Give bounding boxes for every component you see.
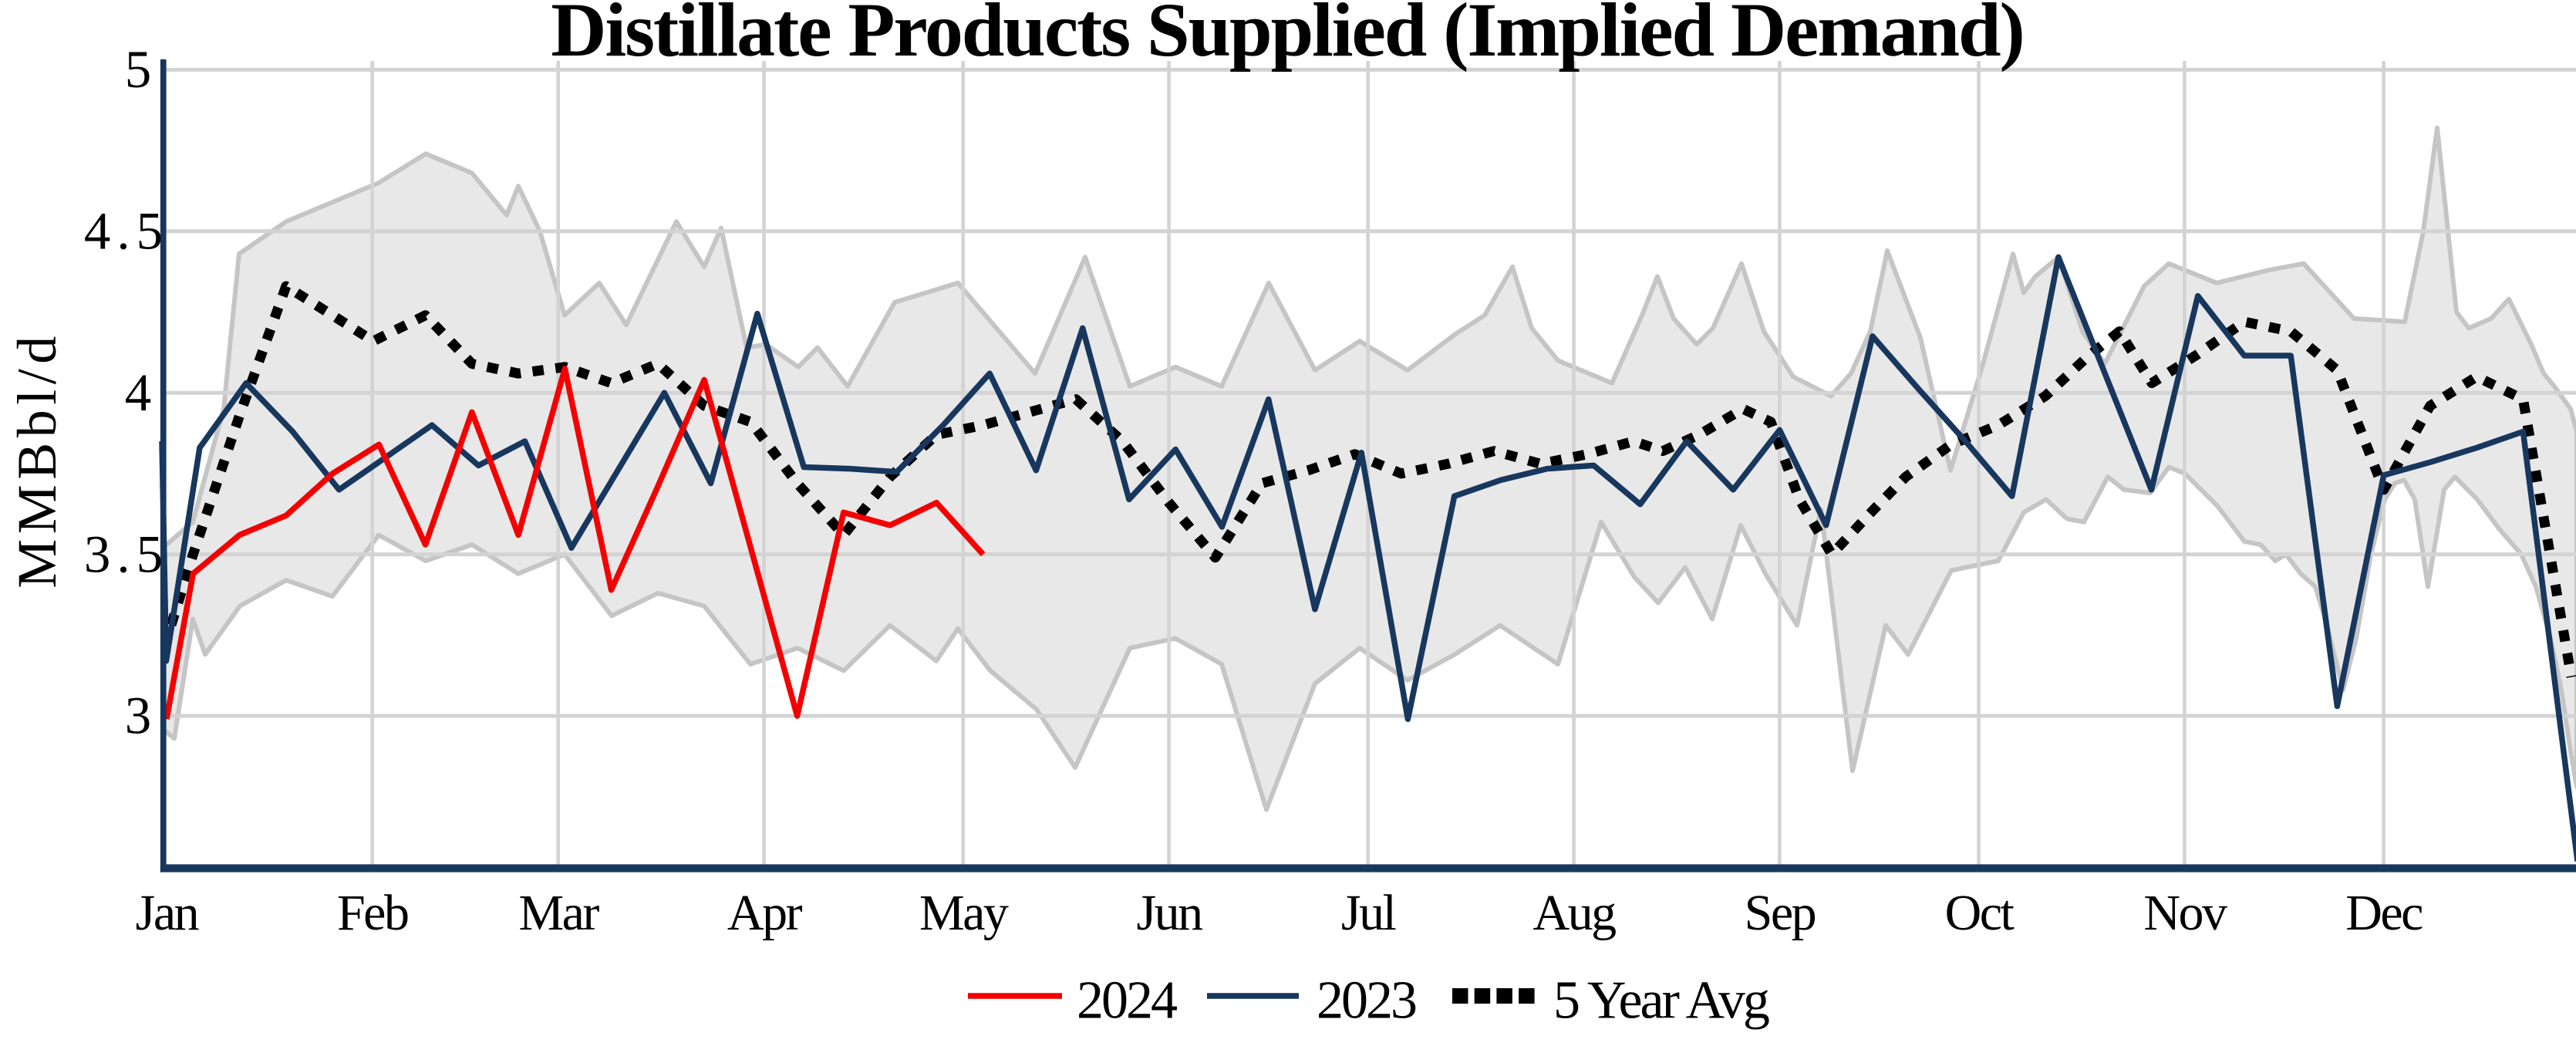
svg-text:5 Year Avg: 5 Year Avg (1553, 970, 1769, 1030)
svg-text:2023: 2023 (1317, 970, 1416, 1030)
svg-text:Aug: Aug (1533, 885, 1617, 941)
svg-text:Jul: Jul (1341, 885, 1397, 941)
svg-text:4.5: 4.5 (84, 202, 169, 261)
svg-text:MMBbl/d: MMBbl/d (6, 331, 68, 589)
svg-text:Oct: Oct (1945, 885, 2015, 941)
svg-text:Jan: Jan (136, 885, 199, 941)
svg-text:Apr: Apr (727, 885, 803, 941)
svg-text:4: 4 (125, 363, 152, 422)
svg-text:Jun: Jun (1137, 885, 1203, 941)
svg-text:Nov: Nov (2143, 885, 2227, 941)
svg-text:Sep: Sep (1745, 885, 1816, 941)
svg-text:2024: 2024 (1077, 970, 1177, 1030)
svg-text:Mar: Mar (518, 885, 599, 941)
svg-text:3: 3 (125, 687, 152, 745)
svg-text:Feb: Feb (337, 885, 408, 941)
svg-text:Dec: Dec (2345, 885, 2423, 941)
svg-text:May: May (919, 885, 1009, 941)
svg-text:Distillate Products Supplied (: Distillate Products Supplied (Implied De… (551, 0, 2023, 73)
svg-text:5: 5 (125, 40, 152, 99)
svg-text:3.5: 3.5 (84, 525, 169, 583)
